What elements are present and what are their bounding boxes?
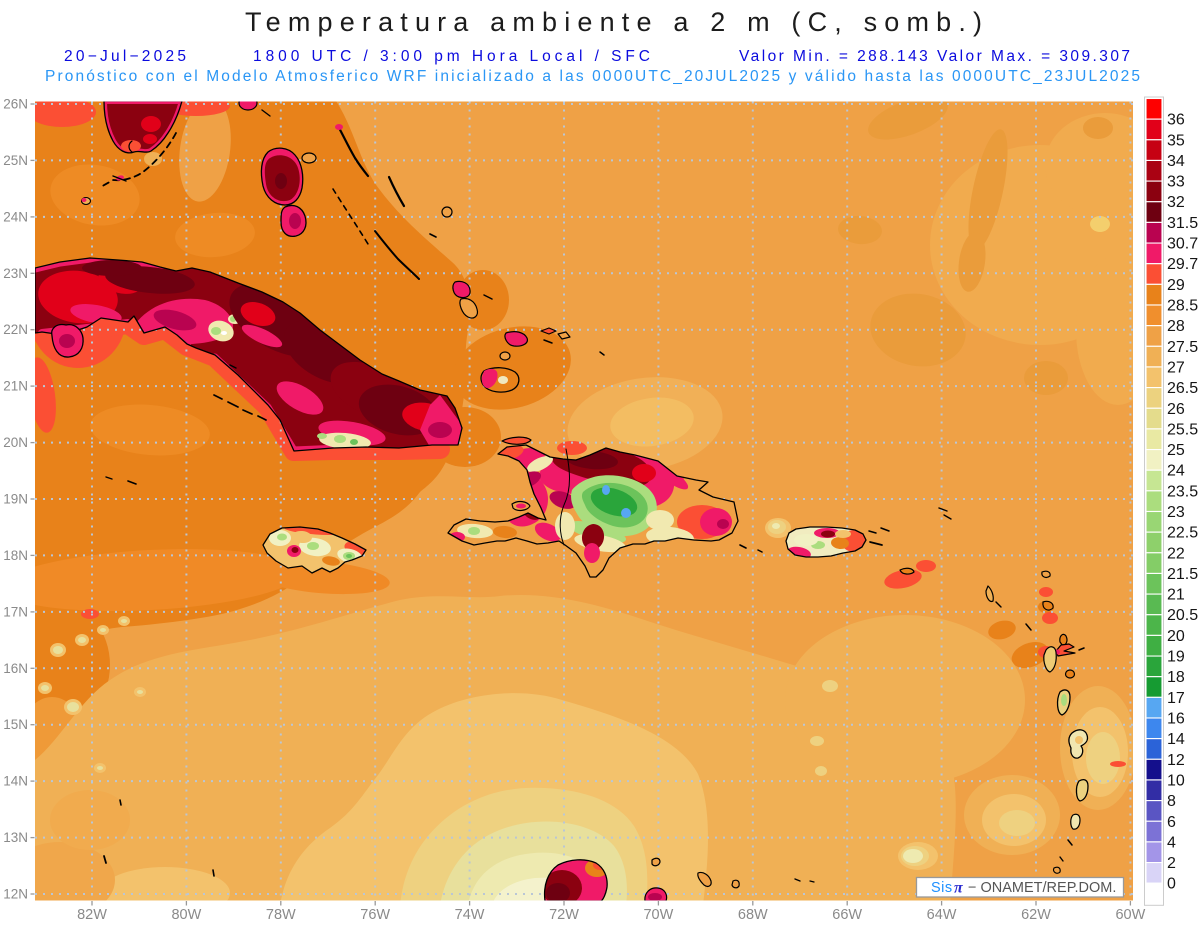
svg-text:4: 4 [1167, 834, 1176, 851]
svg-text:15N: 15N [3, 717, 28, 732]
svg-text:17N: 17N [3, 604, 28, 619]
svg-text:82W: 82W [77, 907, 107, 923]
svg-text:18N: 18N [3, 548, 28, 563]
svg-text:31.5: 31.5 [1167, 215, 1198, 232]
svg-text:78W: 78W [266, 907, 296, 923]
svg-text:0: 0 [1167, 876, 1176, 893]
svg-text:20−Jul−2025: 20−Jul−2025 [64, 48, 186, 65]
svg-text:27.5: 27.5 [1167, 339, 1198, 356]
svg-text:25.5: 25.5 [1167, 421, 1198, 438]
svg-text:29.7: 29.7 [1167, 256, 1198, 273]
svg-text:18: 18 [1167, 669, 1185, 686]
svg-text:23: 23 [1167, 504, 1185, 521]
svg-text:8: 8 [1167, 793, 1176, 810]
svg-text:16: 16 [1167, 711, 1185, 728]
svg-text:14N: 14N [3, 774, 28, 789]
svg-text:21.5: 21.5 [1167, 566, 1198, 583]
svg-text:26.5: 26.5 [1167, 380, 1198, 397]
svg-text:32: 32 [1167, 194, 1185, 211]
svg-text:6: 6 [1167, 814, 1176, 831]
svg-text:12N: 12N [3, 887, 28, 902]
svg-text:Sis: Sis [931, 880, 953, 896]
svg-text:35: 35 [1167, 132, 1185, 149]
svg-text:25N: 25N [3, 153, 28, 168]
svg-text:80W: 80W [171, 907, 201, 923]
svg-text:12: 12 [1167, 752, 1185, 769]
svg-text:22: 22 [1167, 545, 1185, 562]
svg-text:23N: 23N [3, 266, 28, 281]
svg-text:64W: 64W [927, 907, 957, 923]
svg-text:20: 20 [1167, 628, 1185, 645]
svg-text:Pronóstico con el Modelo Atmos: Pronóstico con el Modelo Atmosferico WRF… [45, 68, 1140, 85]
svg-text:34: 34 [1167, 153, 1185, 170]
svg-text:76W: 76W [360, 907, 390, 923]
svg-text:62W: 62W [1021, 907, 1051, 923]
svg-text:1800 UTC / 3:00 pm Hora Local: 1800 UTC / 3:00 pm Hora Local / SFC [253, 48, 650, 65]
svg-text:Valor Min. = 288.143 Valor Ma: Valor Min. = 288.143 Valor Max. = 309.30… [739, 48, 1130, 65]
svg-text:28.5: 28.5 [1167, 298, 1198, 315]
svg-text:29: 29 [1167, 277, 1185, 294]
svg-text:16N: 16N [3, 661, 28, 676]
svg-text:27: 27 [1167, 359, 1185, 376]
svg-text:22N: 22N [3, 322, 28, 337]
svg-text:70W: 70W [643, 907, 673, 923]
svg-text:20.5: 20.5 [1167, 607, 1198, 624]
svg-text:60W: 60W [1115, 907, 1145, 923]
svg-text:25: 25 [1167, 442, 1185, 459]
svg-text:23.5: 23.5 [1167, 483, 1198, 500]
svg-text:19: 19 [1167, 649, 1185, 666]
svg-text:− ONAMET/REP.DOM.: − ONAMET/REP.DOM. [968, 880, 1116, 896]
svg-text:72W: 72W [549, 907, 579, 923]
svg-text:26: 26 [1167, 401, 1185, 418]
svg-text:2: 2 [1167, 855, 1176, 872]
svg-text:36: 36 [1167, 112, 1185, 129]
svg-text:20N: 20N [3, 435, 28, 450]
svg-text:33: 33 [1167, 174, 1185, 191]
svg-text:26N: 26N [3, 97, 28, 112]
svg-text:π: π [954, 880, 964, 897]
svg-text:24: 24 [1167, 463, 1185, 480]
svg-text:66W: 66W [832, 907, 862, 923]
svg-text:10: 10 [1167, 772, 1185, 789]
svg-text:22.5: 22.5 [1167, 525, 1198, 542]
svg-text:28: 28 [1167, 318, 1185, 335]
svg-text:21: 21 [1167, 587, 1185, 604]
svg-text:21N: 21N [3, 379, 28, 394]
svg-text:74W: 74W [455, 907, 485, 923]
svg-text:14: 14 [1167, 731, 1185, 748]
svg-text:24N: 24N [3, 209, 28, 224]
svg-text:19N: 19N [3, 492, 28, 507]
svg-text:30.7: 30.7 [1167, 236, 1198, 253]
svg-text:17: 17 [1167, 690, 1185, 707]
svg-text:13N: 13N [3, 830, 28, 845]
svg-text:68W: 68W [738, 907, 768, 923]
